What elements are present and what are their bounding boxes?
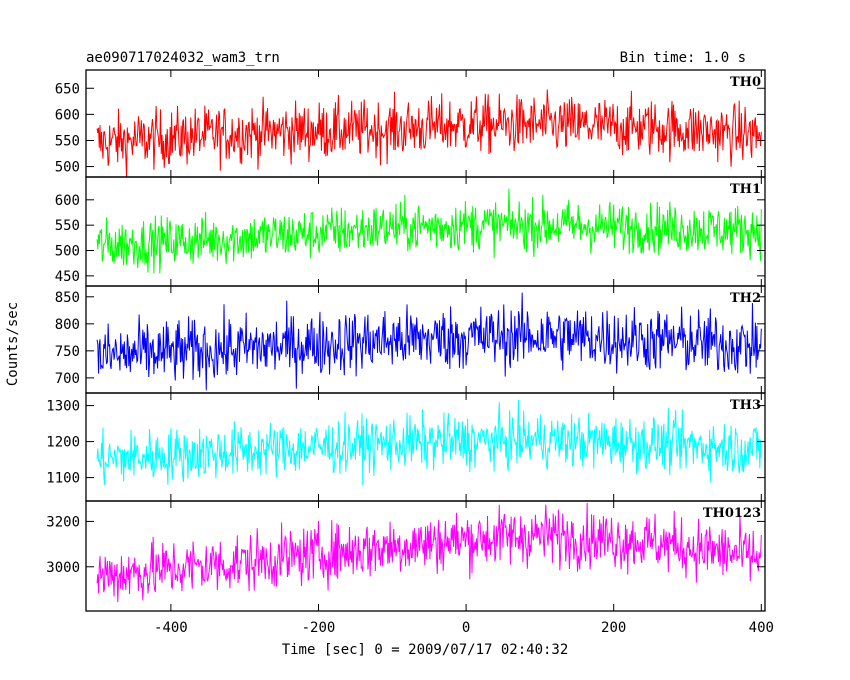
y-tick-label: 600 bbox=[55, 107, 80, 123]
panel-th1: 450 500 550 600 TH1 bbox=[55, 176, 766, 287]
series-line-th2 bbox=[96, 292, 762, 391]
panel-label-th0123: TH0123 bbox=[703, 506, 761, 521]
panel-th0: 500 550 600 650 TH0 bbox=[55, 69, 766, 178]
y-tick-label: 500 bbox=[55, 160, 80, 176]
y-tick-label: 550 bbox=[55, 133, 80, 149]
y-tick-label: 3000 bbox=[46, 560, 80, 576]
panel-frame bbox=[85, 176, 766, 287]
x-axis: -400 -200 0 200 400 bbox=[154, 620, 774, 636]
y-tick-label: 1100 bbox=[46, 471, 80, 487]
series-line-th1 bbox=[96, 188, 762, 274]
y-tick-label: 3200 bbox=[46, 514, 80, 530]
y-tick-label: 850 bbox=[55, 290, 80, 306]
y-tick-label: 1200 bbox=[46, 435, 80, 451]
panels-group: 500 550 600 650 TH0 450 500 550 600 TH1 700 750 800 8… bbox=[46, 69, 766, 612]
panel-label-th1: TH1 bbox=[730, 182, 761, 197]
panel-frame bbox=[85, 500, 766, 612]
bin-time-label: Bin time: 1.0 s bbox=[620, 50, 746, 66]
panel-th2: 700 750 800 850 TH2 bbox=[55, 285, 766, 394]
y-tick-label: 700 bbox=[55, 371, 80, 387]
panel-th3: 1100 1200 1300 TH3 bbox=[46, 392, 766, 502]
series-line-th3 bbox=[96, 400, 762, 486]
x-axis-label: Time [sec] 0 = 2009/07/17 02:40:32 bbox=[282, 642, 569, 658]
panel-frame bbox=[85, 69, 766, 178]
y-tick-label: 650 bbox=[55, 81, 80, 97]
y-tick-label: 600 bbox=[55, 193, 80, 209]
y-tick-label: 800 bbox=[55, 317, 80, 333]
y-tick-label: 550 bbox=[55, 218, 80, 234]
x-tick-label: -400 bbox=[154, 620, 188, 636]
panel-label-th3: TH3 bbox=[730, 398, 761, 413]
x-tick-label: 400 bbox=[749, 620, 774, 636]
series-line-th0123 bbox=[96, 502, 762, 603]
y-tick-label: 500 bbox=[55, 244, 80, 260]
y-axis-label: Counts/sec bbox=[5, 302, 21, 386]
y-tick-label: 1300 bbox=[46, 399, 80, 415]
series-line-th0 bbox=[96, 89, 762, 177]
panel-th0123: 3000 3200 TH0123 bbox=[46, 500, 766, 612]
chart-title: ae090717024032_wam3_trn bbox=[86, 50, 280, 66]
x-tick-label: 200 bbox=[601, 620, 626, 636]
panel-label-th2: TH2 bbox=[730, 291, 761, 306]
y-tick-label: 450 bbox=[55, 269, 80, 285]
x-tick-label: -200 bbox=[302, 620, 336, 636]
x-tick-label: 0 bbox=[462, 620, 470, 636]
y-tick-label: 750 bbox=[55, 344, 80, 360]
panel-label-th0: TH0 bbox=[730, 75, 761, 90]
